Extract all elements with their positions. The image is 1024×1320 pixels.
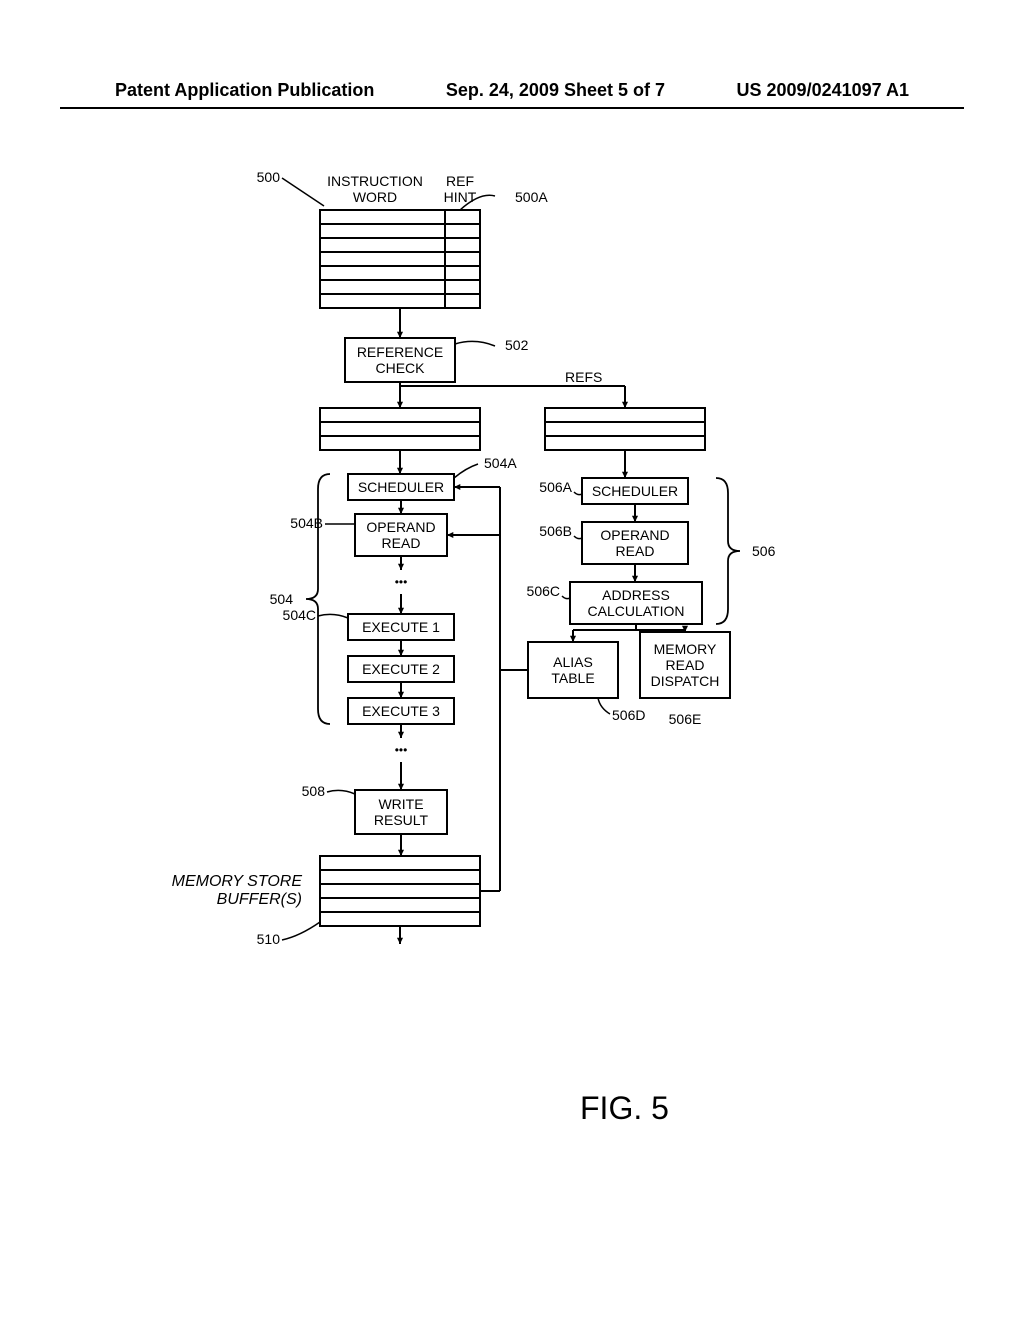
svg-text:CALCULATION: CALCULATION (588, 603, 685, 619)
header-left: Patent Application Publication (115, 80, 374, 101)
figure-label: FIG. 5 (580, 1090, 669, 1127)
svg-text:MEMORY STORE: MEMORY STORE (172, 873, 303, 890)
svg-text:504C: 504C (283, 607, 316, 623)
svg-text:REFS: REFS (565, 369, 602, 385)
pipeline-diagram: INSTRUCTIONWORD REFHINT 500 500A REFERENCECH… (0, 160, 1024, 1160)
svg-text:READ: READ (666, 657, 705, 673)
header-rule (60, 107, 964, 109)
svg-text:ADDRESS: ADDRESS (602, 587, 670, 603)
svg-text:WRITE: WRITE (378, 796, 423, 812)
header-right: US 2009/0241097 A1 (737, 80, 909, 101)
svg-text:READ: READ (616, 543, 655, 559)
svg-text:504: 504 (270, 591, 294, 607)
svg-text:HINT: HINT (444, 189, 477, 205)
svg-text:504A: 504A (484, 455, 517, 471)
svg-text:510: 510 (257, 931, 281, 947)
svg-text:506E: 506E (669, 711, 702, 727)
svg-text:506D: 506D (612, 707, 645, 723)
svg-text:RESULT: RESULT (374, 812, 429, 828)
svg-text:502: 502 (505, 337, 529, 353)
svg-text:•••: ••• (395, 743, 408, 757)
svg-text:EXECUTE 2: EXECUTE 2 (362, 661, 440, 677)
svg-text:OPERAND: OPERAND (600, 527, 669, 543)
svg-text:508: 508 (302, 783, 326, 799)
svg-text:EXECUTE 3: EXECUTE 3 (362, 703, 440, 719)
svg-text:504B: 504B (290, 515, 323, 531)
svg-text:SCHEDULER: SCHEDULER (358, 479, 444, 495)
svg-text:MEMORY: MEMORY (654, 641, 717, 657)
svg-text:INSTRUCTION: INSTRUCTION (327, 173, 423, 189)
svg-text:DISPATCH: DISPATCH (651, 673, 720, 689)
svg-text:READ: READ (382, 535, 421, 551)
svg-text:CHECK: CHECK (375, 360, 425, 376)
svg-text:WORD: WORD (353, 189, 397, 205)
svg-text:REF: REF (446, 173, 474, 189)
svg-text:500A: 500A (515, 189, 548, 205)
svg-text:REFERENCE: REFERENCE (357, 344, 443, 360)
svg-text:OPERAND: OPERAND (366, 519, 435, 535)
svg-text:500: 500 (257, 169, 281, 185)
svg-text:506C: 506C (527, 583, 560, 599)
svg-text:TABLE: TABLE (551, 670, 594, 686)
svg-text:506B: 506B (539, 523, 572, 539)
header-center: Sep. 24, 2009 Sheet 5 of 7 (446, 80, 665, 101)
svg-text:BUFFER(S): BUFFER(S) (217, 891, 302, 908)
svg-text:•••: ••• (395, 575, 408, 589)
svg-text:506A: 506A (539, 479, 572, 495)
svg-text:EXECUTE 1: EXECUTE 1 (362, 619, 440, 635)
page-header: Patent Application Publication Sep. 24, … (0, 80, 1024, 101)
svg-text:SCHEDULER: SCHEDULER (592, 483, 678, 499)
svg-text:506: 506 (752, 543, 776, 559)
svg-text:ALIAS: ALIAS (553, 654, 593, 670)
